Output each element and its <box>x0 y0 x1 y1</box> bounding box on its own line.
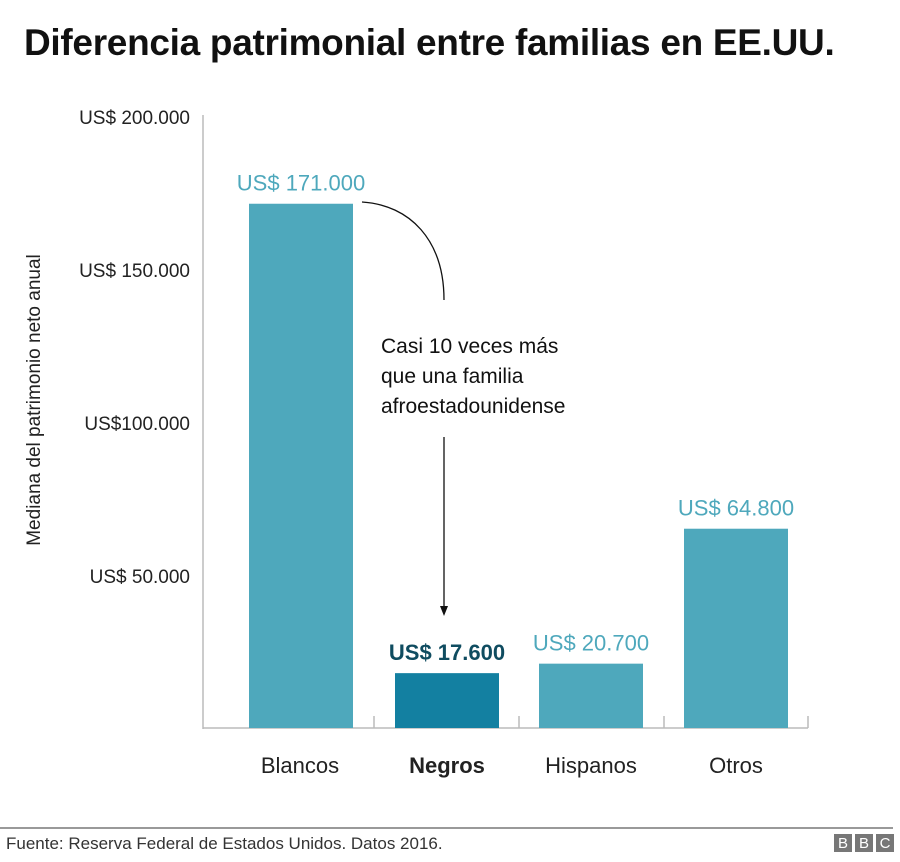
x-tick-label: Otros <box>709 753 763 778</box>
y-tick-label: US$ 50.000 <box>90 567 190 588</box>
x-tick-label: Blancos <box>261 753 339 778</box>
bar-blancos <box>249 203 353 729</box>
logo-letter: C <box>876 834 894 852</box>
y-axis-label: Mediana del patrimonio neto anual <box>24 254 45 546</box>
data-label: US$ 17.600 <box>389 640 505 665</box>
data-label: US$ 171.000 <box>237 171 365 196</box>
y-tick-label: US$ 200.000 <box>79 108 190 129</box>
bar-otros <box>684 528 788 728</box>
source-note: Fuente: Reserva Federal de Estados Unido… <box>6 834 443 853</box>
x-tick-label: Hispanos <box>545 753 637 778</box>
footer-divider <box>0 827 893 829</box>
y-tick-label: US$100.000 <box>84 414 190 435</box>
y-tick-label: US$ 150.000 <box>79 261 190 282</box>
annotation-curve <box>361 201 445 301</box>
chart-title: Diferencia patrimonial entre familias en… <box>24 22 835 63</box>
annotation-text: afroestadounidense <box>381 395 565 418</box>
bar-negros <box>395 673 499 728</box>
x-tick-label: Negros <box>409 753 485 778</box>
annotation-arrowhead <box>440 606 448 616</box>
annotation-text: que una familia <box>381 365 524 388</box>
logo-letter: B <box>855 834 873 852</box>
bbc-logo: B B C <box>834 834 894 852</box>
annotation-text: Casi 10 veces más <box>381 335 558 358</box>
data-label: US$ 20.700 <box>533 631 649 656</box>
bar-hispanos <box>539 663 643 728</box>
data-label: US$ 64.800 <box>678 496 794 521</box>
logo-letter: B <box>834 834 852 852</box>
